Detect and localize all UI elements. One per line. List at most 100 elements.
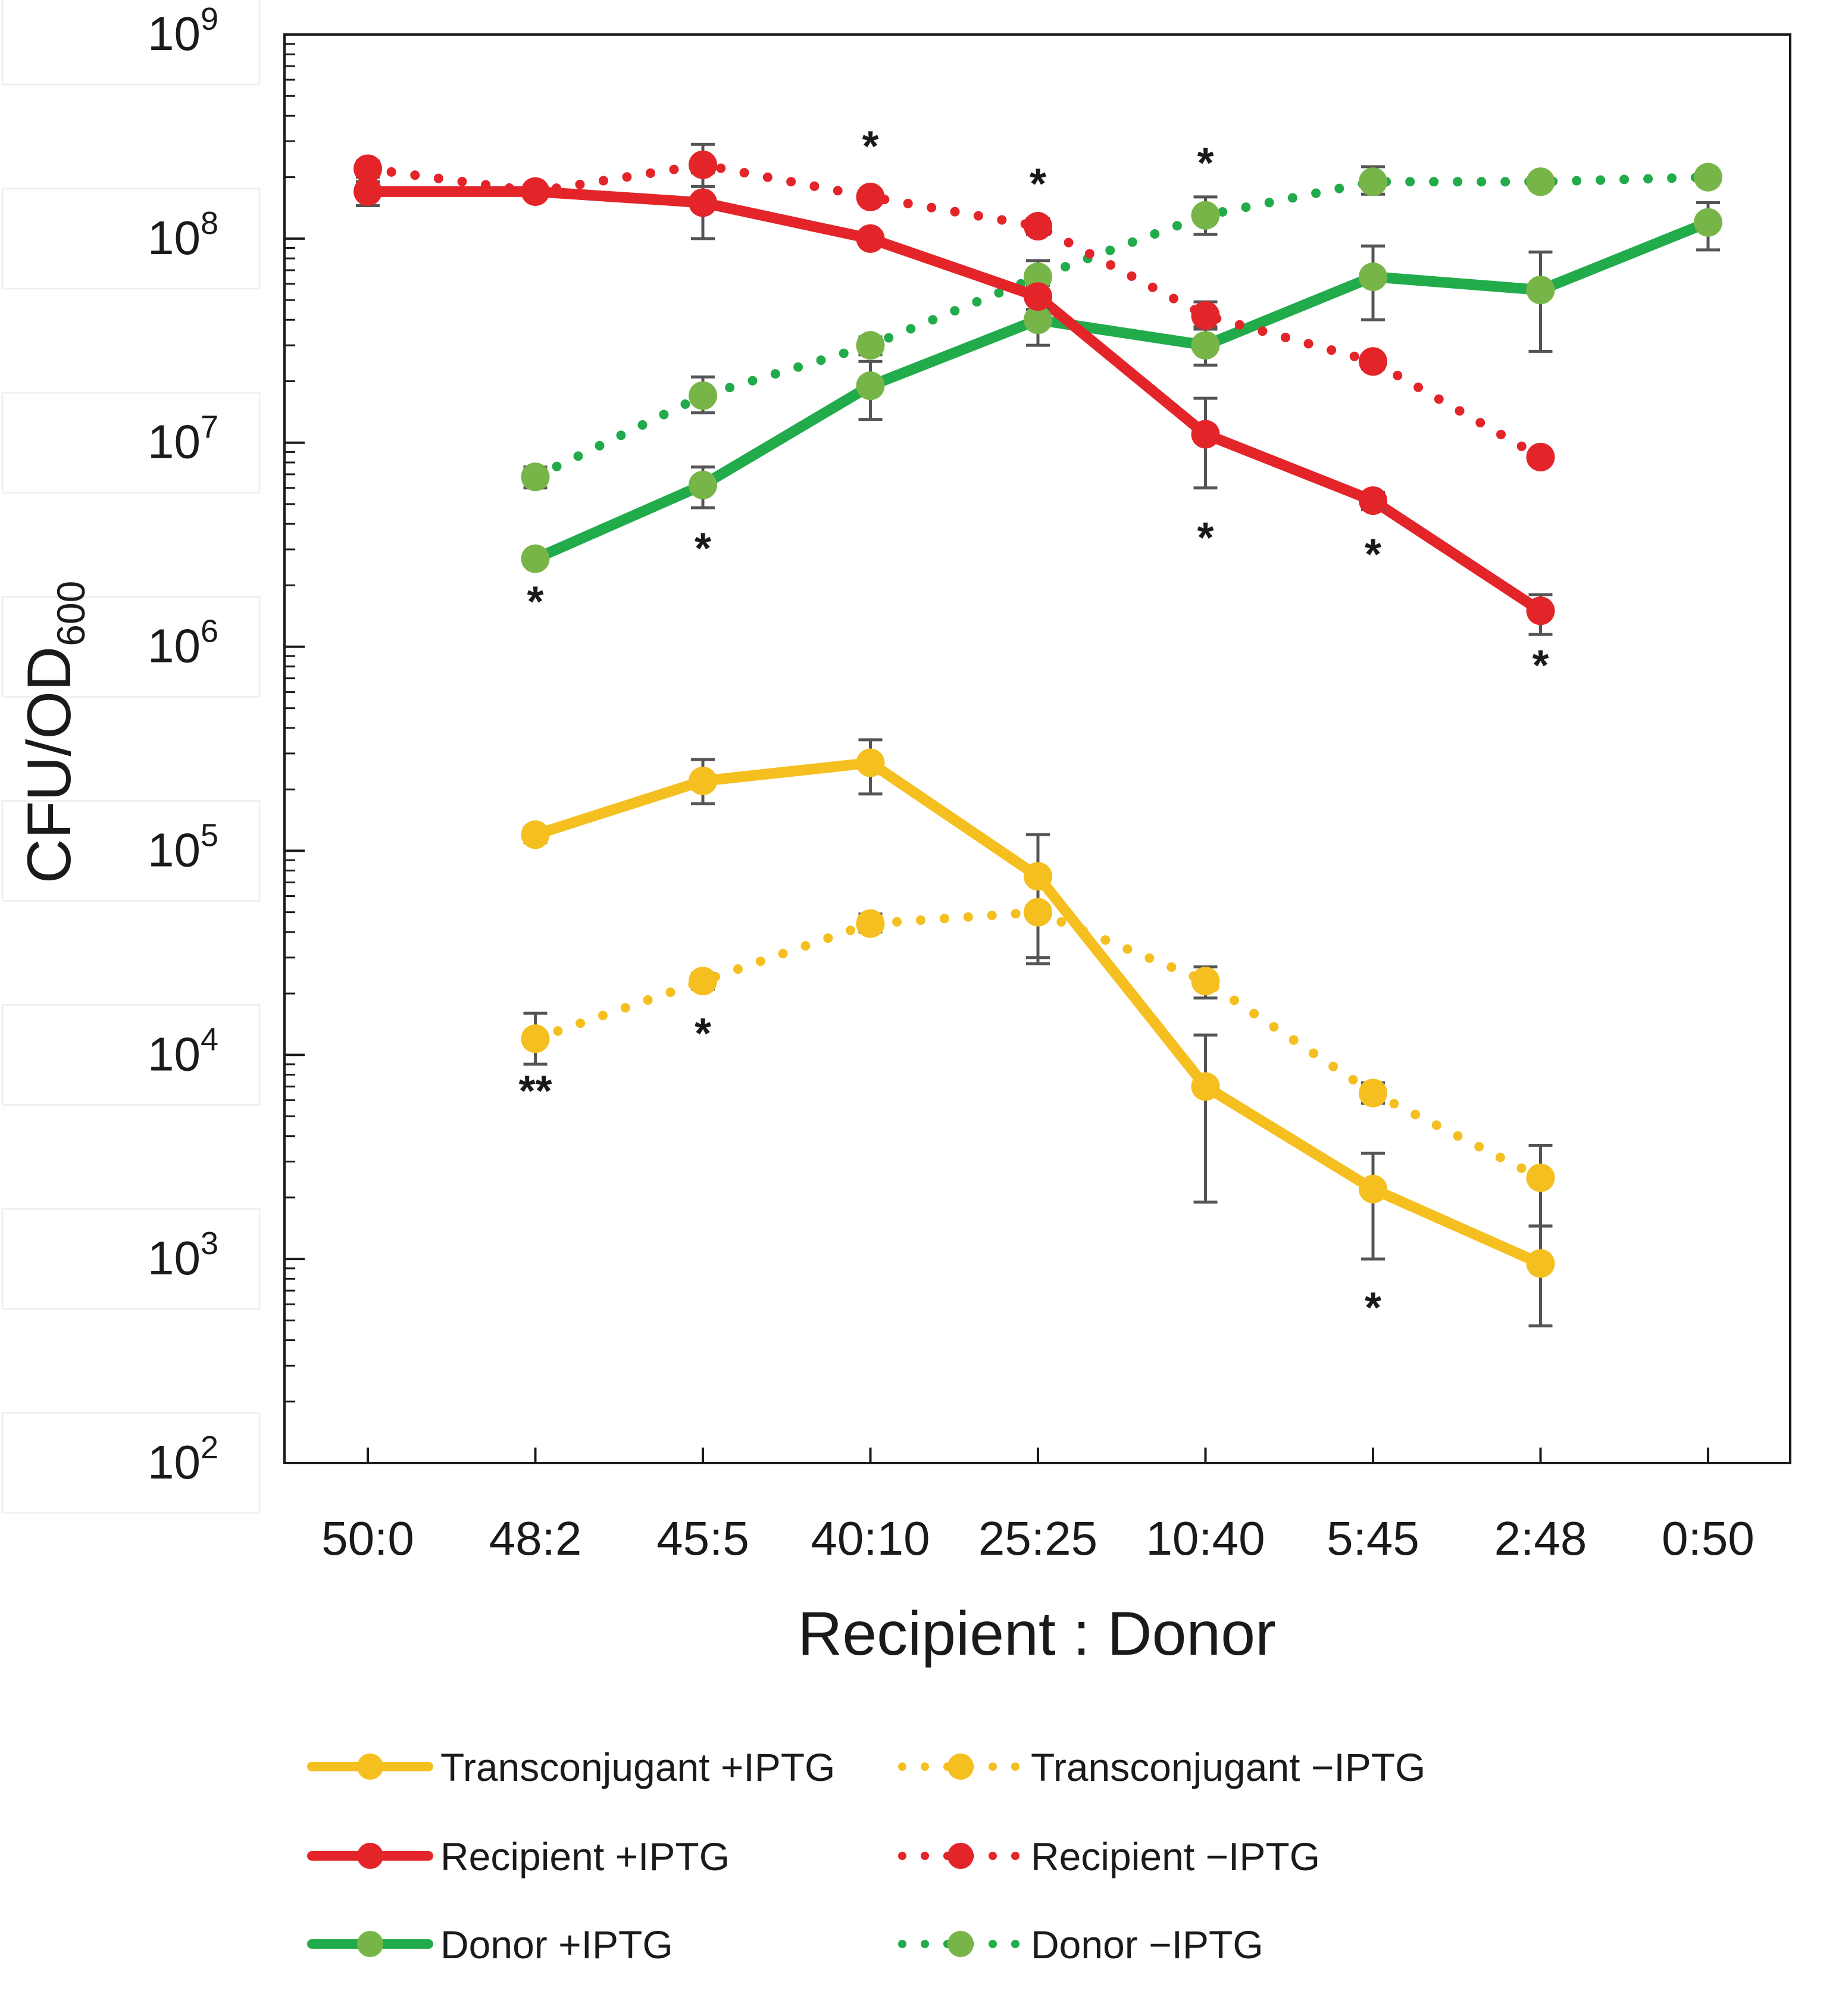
significance-marker: **	[518, 1068, 552, 1115]
legend-label: Recipient −IPTG	[1031, 1834, 1320, 1879]
y-tick-label: 109	[148, 1, 218, 60]
y-tick-box	[1, 0, 261, 86]
legend-item: Recipient −IPTG	[898, 1834, 1320, 1879]
plot-area-frame	[283, 33, 1791, 1464]
significance-marker: *	[1030, 160, 1046, 208]
y-tick-exponent: 4	[201, 1021, 218, 1057]
significance-marker: *	[1365, 531, 1381, 579]
x-tick-label: 40:10	[811, 1512, 930, 1565]
x-axis-title: Recipient : Donor	[797, 1599, 1276, 1668]
y-tick-base: 10	[148, 823, 201, 876]
y-tick-base: 10	[148, 620, 201, 673]
y-tick-label-boxes	[1, 0, 261, 1514]
data-point-donor-iptg	[1024, 262, 1052, 292]
data-point-transconjugant-iptg	[689, 767, 717, 796]
x-tick-label: 10:40	[1146, 1512, 1265, 1565]
y-tick-label: 106	[148, 614, 218, 673]
data-point-transconjugant-iptg	[1191, 967, 1220, 996]
y-tick-box	[1, 392, 261, 494]
x-tick-label: 5:45	[1327, 1512, 1419, 1565]
data-point-recipient-iptg	[521, 177, 550, 206]
legend-swatch-marker	[947, 1931, 974, 1957]
data-point-recipient-iptg	[354, 177, 382, 206]
data-point-transconjugant-iptg	[521, 820, 550, 849]
data-point-recipient-iptg	[689, 150, 717, 179]
y-tick-base: 10	[148, 1232, 201, 1284]
y-tick-box	[1, 799, 261, 902]
data-point-transconjugant-iptg	[1526, 1249, 1555, 1278]
data-point-donor-iptg	[1191, 201, 1220, 230]
y-tick-label: 103	[148, 1226, 218, 1284]
significance-marker: *	[862, 123, 878, 170]
data-point-donor-iptg	[1694, 208, 1722, 237]
data-point-recipient-iptg	[354, 154, 382, 183]
data-point-donor-iptg	[1359, 262, 1387, 292]
y-tick-label: 108	[148, 205, 218, 264]
x-axis-ticks	[367, 1448, 1709, 1463]
y-tick-exponent: 6	[201, 614, 218, 649]
y-axis-title-main: CFU/OD	[15, 646, 84, 884]
data-point-transconjugant-iptg	[1024, 898, 1052, 927]
data-point-donor-iptg	[689, 381, 717, 410]
y-tick-exponent: 8	[201, 205, 218, 241]
significance-marker: *	[695, 1010, 711, 1058]
data-point-transconjugant-iptg	[1359, 1079, 1387, 1108]
significance-marker: *	[1365, 1284, 1381, 1332]
x-tick-label: 0:50	[1662, 1512, 1754, 1565]
series-line-recipient-iptg	[362, 186, 1546, 617]
legend-label: Transconjugant +IPTG	[440, 1745, 835, 1789]
legend-item: Donor +IPTG	[307, 1923, 673, 1967]
data-point-recipient-iptg	[856, 224, 885, 253]
data-point-recipient-iptg	[1191, 301, 1220, 330]
significance-marker: *	[1197, 514, 1214, 562]
data-point-transconjugant-iptg	[689, 967, 717, 996]
data-point-transconjugant-iptg	[1191, 1072, 1220, 1101]
data-point-recipient-iptg	[1526, 442, 1555, 471]
legend-item: Recipient +IPTG	[307, 1834, 730, 1879]
x-tick-label: 50:0	[321, 1512, 414, 1565]
significance-annotations: ** *** * ******	[518, 123, 1549, 1332]
data-point-donor-iptg	[521, 544, 550, 573]
legend-label: Transconjugant −IPTG	[1031, 1745, 1425, 1789]
data-point-transconjugant-iptg	[856, 909, 885, 938]
data-point-donor-iptg	[521, 462, 550, 492]
y-tick-exponent: 2	[201, 1430, 218, 1465]
data-point-transconjugant-iptg	[1526, 1163, 1555, 1192]
data-point-recipient-iptg	[1024, 212, 1052, 241]
legend-label: Donor −IPTG	[1031, 1923, 1263, 1967]
legend: Transconjugant +IPTG Transconjugant −IPTG…	[307, 1745, 1425, 1967]
y-tick-exponent: 3	[201, 1226, 218, 1261]
x-tick-label: 25:25	[978, 1512, 1097, 1565]
x-axis-tick-labels: 50:0 48:2 45:5 40:10 25:25 10:40 5:45 2:48 0:50	[321, 1512, 1754, 1565]
legend-swatch-marker	[947, 1843, 974, 1869]
legend-swatch-marker	[357, 1931, 383, 1957]
data-point-recipient-iptg	[1359, 347, 1387, 376]
y-tick-exponent: 5	[201, 817, 218, 853]
y-axis-title-subscript: 600	[49, 581, 93, 646]
legend-item: Transconjugant +IPTG	[307, 1745, 835, 1789]
data-point-recipient-iptg	[689, 188, 717, 217]
y-tick-box	[1, 1208, 261, 1310]
significance-marker: *	[527, 579, 543, 626]
data-point-transconjugant-iptg	[1024, 862, 1052, 891]
legend-swatch-marker	[357, 1843, 383, 1869]
legend-item: Transconjugant −IPTG	[898, 1745, 1425, 1789]
y-tick-base: 10	[148, 415, 201, 468]
data-point-recipient-iptg	[856, 182, 885, 211]
series-line-donor-iptg	[530, 217, 1713, 564]
significance-marker: *	[1532, 642, 1549, 689]
y-tick-label: 104	[148, 1021, 218, 1080]
data-markers	[354, 150, 1722, 1278]
y-tick-box	[1, 596, 261, 698]
y-tick-label: 102	[148, 1430, 218, 1489]
y-tick-base: 10	[148, 1436, 201, 1489]
data-point-donor-iptg	[1694, 162, 1722, 192]
series-line-donor-iptg	[530, 172, 1713, 482]
data-point-transconjugant-iptg	[856, 748, 885, 777]
y-axis-title: CFU/OD600	[15, 581, 93, 884]
legend-label: Donor +IPTG	[440, 1923, 673, 1967]
x-tick-label: 45:5	[656, 1512, 749, 1565]
data-point-donor-iptg	[856, 371, 885, 401]
